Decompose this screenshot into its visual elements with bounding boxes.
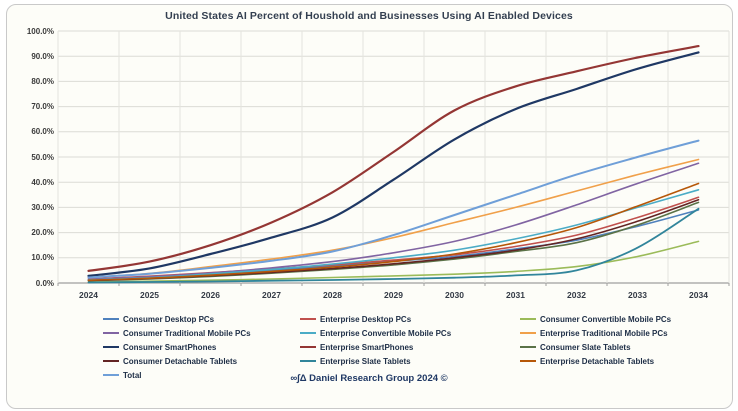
legend-swatch-icon [103, 374, 119, 376]
legend-swatch-icon [103, 360, 119, 362]
y-tick-label: 60.0% [31, 127, 54, 137]
y-tick-label: 90.0% [31, 51, 54, 61]
x-tick-label: 2029 [384, 290, 403, 300]
legend-label: Consumer SmartPhones [123, 342, 217, 352]
legend-item: Consumer SmartPhones [103, 343, 300, 352]
legend-label: Total [123, 370, 142, 380]
legend-label: Consumer Detachable Tablets [123, 356, 238, 366]
x-tick-label: 2024 [79, 290, 98, 300]
y-tick-label: 100.0% [26, 26, 54, 36]
legend-item: Consumer Detachable Tablets [103, 357, 300, 366]
y-tick-label: 0.0% [35, 278, 54, 288]
chart-title: United States AI Percent of Houshold and… [165, 10, 573, 22]
series-line [87, 182, 700, 281]
y-tick-label: 20.0% [31, 228, 54, 238]
x-tick-label: 2033 [628, 290, 647, 300]
y-tick-label: 40.0% [31, 177, 54, 187]
legend-item: Enterprise Slate Tablets [300, 357, 520, 366]
x-tick-label: 2028 [323, 290, 342, 300]
legend-item: Consumer Slate Tablets [520, 343, 671, 352]
series-line [87, 45, 700, 272]
legend-label: Enterprise Traditional Mobile PCs [540, 328, 668, 338]
legend-label: Enterprise Convertible Mobile PCs [320, 328, 452, 338]
legend-swatch-icon [103, 332, 119, 334]
legend-label: Enterprise SmartPhones [320, 342, 414, 352]
legend-label: Enterprise Detachable Tablets [540, 356, 655, 366]
legend-item: Consumer Convertible Mobile PCs [520, 315, 671, 324]
series-line [87, 240, 700, 283]
legend-swatch-icon [300, 360, 316, 362]
legend-item: Total [103, 371, 300, 380]
legend-label: Enterprise Desktop PCs [320, 314, 412, 324]
x-tick-label: 2025 [140, 290, 159, 300]
x-tick-label: 2026 [201, 290, 220, 300]
legend-item: Enterprise SmartPhones [300, 343, 520, 352]
y-tick-label: 30.0% [31, 202, 54, 212]
legend: Consumer Desktop PCs Enterprise Desktop P… [103, 312, 671, 382]
series-line [87, 51, 700, 277]
series-line [87, 189, 700, 281]
legend-item: Consumer Traditional Mobile PCs [103, 329, 300, 338]
footer-credit: ∞∫Δ Daniel Research Group 2024 © [290, 373, 448, 384]
y-tick-label: 50.0% [31, 152, 54, 162]
legend-label: Consumer Desktop PCs [123, 314, 215, 324]
legend-swatch-icon [103, 318, 119, 320]
legend-swatch-icon [520, 360, 536, 362]
legend-item: Enterprise Traditional Mobile PCs [520, 329, 671, 338]
legend-swatch-icon [300, 318, 316, 320]
x-tick-label: 2030 [445, 290, 464, 300]
legend-swatch-icon [103, 346, 119, 348]
legend-item: Enterprise Detachable Tablets [520, 357, 671, 366]
legend-swatch-icon [520, 346, 536, 348]
legend-label: Enterprise Slate Tablets [320, 356, 411, 366]
x-tick-label: 2034 [689, 290, 708, 300]
legend-label: Consumer Convertible Mobile PCs [540, 314, 672, 324]
x-tick-label: 2027 [262, 290, 281, 300]
x-tick-label: 2032 [567, 290, 586, 300]
x-tick-label: 2031 [506, 290, 525, 300]
legend-swatch-icon [520, 318, 536, 320]
legend-label: Consumer Slate Tablets [540, 342, 631, 352]
y-tick-label: 10.0% [31, 253, 54, 263]
legend-swatch-icon [520, 332, 536, 334]
legend-label: Consumer Traditional Mobile PCs [123, 328, 251, 338]
series-line [87, 162, 700, 280]
y-tick-label: 80.0% [31, 76, 54, 86]
legend-swatch-icon [300, 346, 316, 348]
y-tick-label: 70.0% [31, 102, 54, 112]
legend-swatch-icon [300, 332, 316, 334]
legend-item: Enterprise Desktop PCs [300, 315, 520, 324]
series-line [87, 139, 700, 279]
chart-frame [6, 4, 733, 409]
legend-item: Consumer Desktop PCs [103, 315, 300, 324]
legend-item: Enterprise Convertible Mobile PCs [300, 329, 520, 338]
series-line [87, 207, 700, 284]
